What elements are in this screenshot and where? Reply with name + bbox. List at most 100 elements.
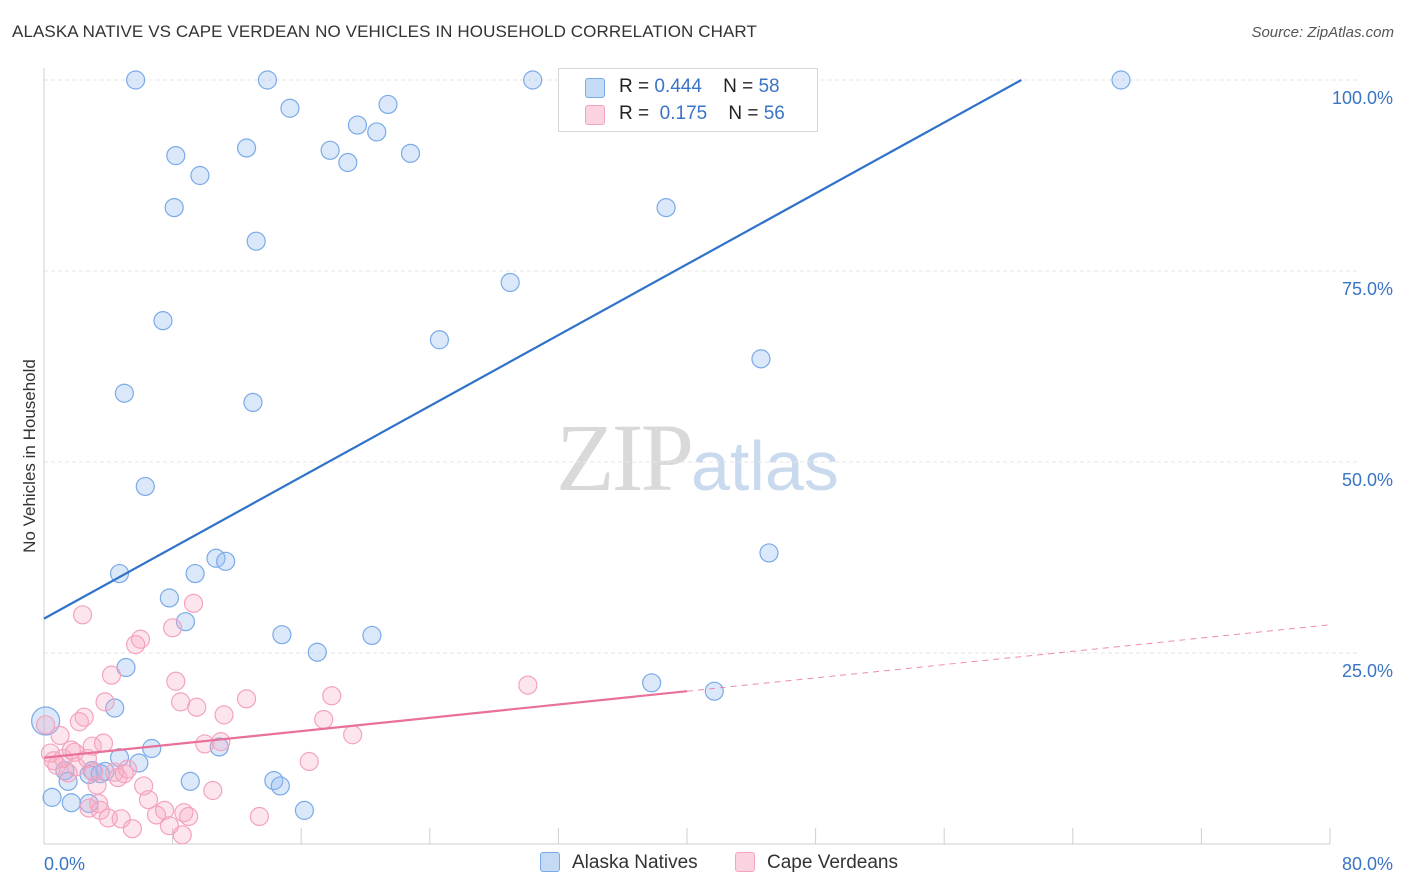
alaska-native-point — [347, 115, 368, 135]
chart-source: Source: ZipAtlas.com — [1251, 24, 1394, 41]
alaska-native-point — [704, 681, 724, 701]
cape-verdean-point — [518, 675, 538, 695]
cape-verdean-point — [138, 790, 159, 810]
cape-verdean-point — [314, 709, 334, 730]
alaska-native-point — [79, 793, 99, 814]
alaska-native-point — [429, 330, 450, 350]
cape-verdean-point — [299, 751, 319, 772]
alaska-native-point — [400, 143, 421, 163]
cape-verdean-point — [187, 697, 207, 717]
alaska-native-point — [185, 563, 205, 584]
alaska-native-point — [159, 588, 179, 608]
cape-verdean-point — [236, 689, 257, 709]
cape-verdean-point — [122, 819, 143, 839]
alaska-native-point — [751, 349, 771, 369]
alaska-native-point — [307, 642, 327, 662]
bottom-legend-label-cape: Cape Verdeans — [767, 852, 898, 873]
alaska-native-point — [759, 543, 779, 563]
alaska-native-point — [126, 70, 146, 90]
legend-n-label: N = — [723, 76, 754, 97]
alaska-native-point — [338, 152, 358, 173]
cape-verdean-point — [50, 725, 70, 746]
legend-n-label: N = — [728, 103, 759, 124]
alaska-native-point — [114, 383, 134, 403]
y-tick-label: 75.0% — [1342, 279, 1393, 299]
legend-stats-alaska: R = 0.444 N = 58 — [619, 76, 780, 98]
cape-verdean-point — [343, 725, 363, 745]
legend-swatch-alaska — [585, 78, 605, 98]
watermark-atlas: atlas — [691, 427, 839, 505]
cape-verdean-point — [82, 736, 102, 756]
legend-r-label: R = — [619, 103, 650, 124]
alaska-native-point — [280, 98, 300, 118]
alaska-native-point — [190, 165, 210, 186]
cape-verdean-point — [203, 780, 223, 801]
cape-verdean-point — [87, 775, 107, 795]
alaska-native-point — [31, 706, 61, 736]
x-tick-label: 0.0% — [44, 854, 85, 874]
alaska-native-point — [294, 800, 315, 820]
alaska-native-point — [264, 770, 284, 791]
bottom-legend-swatch-alaska — [540, 852, 560, 872]
alaska-native-point — [246, 231, 266, 251]
alaska-native-trendline — [43, 79, 1022, 620]
legend-r-value: 0.444 — [654, 76, 702, 97]
cape-verdean-point — [211, 732, 231, 752]
alaska-native-point — [656, 197, 676, 218]
cape-verdean-point — [101, 665, 122, 685]
y-tick-label: 50.0% — [1342, 470, 1393, 490]
alaska-native-point — [642, 673, 662, 693]
cape-verdean-point — [117, 759, 138, 779]
alaska-native-point — [42, 787, 62, 807]
legend-stats-cape: R = 0.175 N = 56 — [619, 103, 785, 125]
alaska-native-point — [270, 776, 290, 796]
cape-verdean-point — [172, 825, 192, 845]
cape-verdean-point — [95, 692, 115, 712]
cape-verdean-point — [322, 686, 342, 706]
legend-box: R = 0.444 N = 58 R = 0.175 N = 56 — [558, 68, 818, 132]
cape-verdean-point — [214, 705, 234, 725]
bottom-legend-swatch-cape — [735, 852, 755, 872]
alaska-native-point — [1111, 70, 1131, 90]
legend-n-value: 56 — [763, 103, 785, 124]
cape-verdean-point — [249, 806, 270, 827]
cape-verdean-point — [89, 793, 109, 814]
cape-verdean-point — [195, 734, 215, 754]
cape-verdean-point — [72, 605, 93, 625]
alaska-native-point — [153, 311, 173, 331]
cape-verdean-point — [36, 715, 56, 735]
y-axis-label: No Vehicles in Household — [20, 359, 39, 553]
alaska-native-point — [216, 551, 236, 571]
alaska-native-point — [362, 625, 382, 646]
chart-title: ALASKA NATIVE VS CAPE VERDEAN NO VEHICLE… — [12, 22, 757, 41]
alaska-native-point — [180, 771, 200, 791]
y-tick-label: 100.0% — [1332, 88, 1393, 108]
alaska-native-point — [164, 197, 184, 218]
cape-verdean-point — [179, 806, 199, 827]
y-tick-label: 25.0% — [1342, 661, 1393, 681]
legend-n-value: 58 — [758, 76, 780, 97]
alaska-native-point — [142, 738, 162, 759]
legend-swatch-cape — [585, 105, 605, 125]
x-tick-label: 80.0% — [1342, 854, 1393, 874]
legend-r-value: 0.175 — [659, 103, 708, 124]
cape-verdean-point — [171, 692, 191, 712]
alaska-native-point — [500, 272, 520, 293]
alaska-native-point — [105, 698, 125, 718]
alaska-native-point — [320, 140, 340, 160]
cape-verdean-point — [166, 671, 186, 691]
cape-verdean-point — [90, 800, 110, 820]
legend-r-label: R = — [619, 76, 650, 97]
alaska-native-point — [367, 122, 387, 142]
cape-verdean-point — [183, 593, 204, 613]
cape-verdean-point — [74, 707, 94, 727]
bottom-legend-label-alaska: Alaska Natives — [572, 852, 698, 873]
cape-verdean-point — [154, 800, 175, 820]
alaska-native-point — [135, 476, 155, 497]
cape-verdean-point — [93, 733, 114, 753]
alaska-native-point — [523, 70, 543, 90]
alaska-native-point — [257, 70, 278, 90]
alaska-native-point — [243, 392, 263, 413]
watermark-zip: ZIP — [556, 404, 694, 511]
